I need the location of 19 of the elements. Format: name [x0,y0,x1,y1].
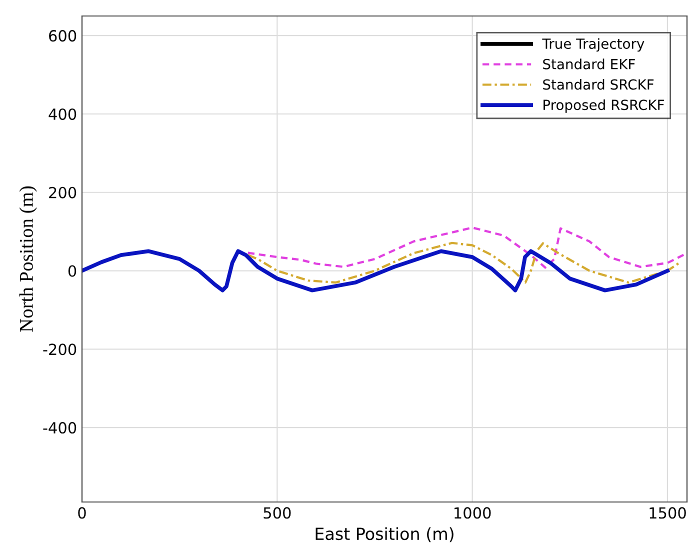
x-axis-title: East Position (m) [316,527,454,542]
line-series [246,226,687,269]
y-tick-label: 600 [49,30,76,42]
y-tick-label: 200 [49,186,76,198]
x-tick-label: 500 [264,507,291,519]
line-series [246,242,680,284]
y-tick-label: 400 [48,108,76,120]
y-tick-label: 0 [68,265,76,277]
legend-label: True Trajectory [542,38,644,52]
y-tick-label: -400 [43,422,76,434]
x-tick-label: 1000 [454,507,491,519]
y-tick-label: -200 [43,344,76,356]
legend-label: Standard EKF [543,58,635,70]
legend-label: Proposed RSRCKF [544,99,664,113]
legend-label: Standard SRCKF [543,78,654,90]
x-tick-label: 0 [78,507,86,519]
y-axis-title: North Position (m) [19,186,37,332]
x-tick-label: 1500 [650,507,686,519]
line-series [82,249,670,292]
